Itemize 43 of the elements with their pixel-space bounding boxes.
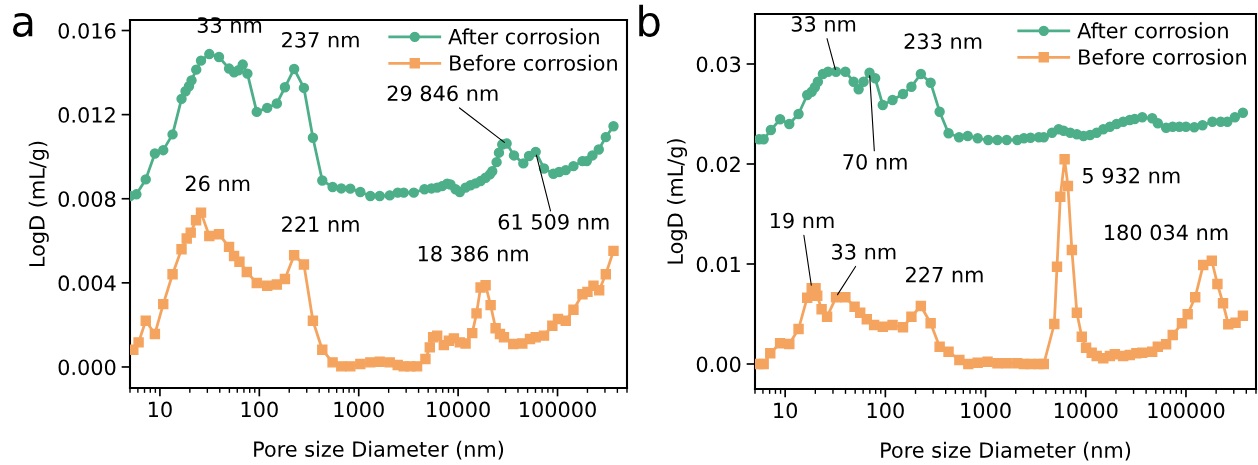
y-tick-label: 0.012 (58, 107, 115, 123)
annotation: 180 034 nm (1105, 224, 1228, 241)
x-tick-label: 10 (774, 402, 798, 419)
y-tick-label: 0.01 (696, 256, 740, 273)
x-tick-label: 1000 (961, 402, 1011, 419)
y-tick-label: 0.016 (58, 22, 116, 39)
x-tick-label: 10000 (427, 401, 490, 418)
y-axis-title: LogD (mL/g) (666, 139, 688, 264)
legend-label: Before corrosion (450, 54, 617, 71)
annotation: 70 nm (843, 153, 907, 170)
y-tick-label: 0.03 (696, 56, 741, 73)
annotation: 233 nm (904, 33, 982, 50)
x-tick-label: 1000 (334, 401, 384, 418)
legend-label: After corrosion (1077, 22, 1228, 39)
y-tick-label: 0.00 (696, 356, 741, 373)
annotation: 19 nm (770, 212, 834, 229)
annotation: 26 nm (185, 175, 250, 192)
annotation: 29 846 nm (387, 85, 498, 102)
y-tick-label: 0.004 (58, 275, 116, 292)
annotation: 61 509 nm (498, 213, 609, 230)
text: b (639, 4, 660, 37)
x-tick-label: 100 (241, 401, 278, 418)
y-tick-label: 0.000 (58, 359, 116, 376)
annotation: 237 nm (282, 31, 359, 48)
text: a (12, 12, 33, 37)
annotation: 33 nm (791, 16, 856, 32)
y-tick-label: 0.008 (58, 191, 116, 207)
x-axis-title: Pore size Diameter (nm) (881, 441, 1131, 461)
legend-label: Before corrosion (1079, 48, 1246, 65)
annotation: 227 nm (906, 266, 983, 283)
x-tick-label: 10000 (1054, 402, 1118, 419)
x-tick-label: 100000 (520, 401, 596, 418)
legend-label: After corrosion (448, 28, 599, 45)
x-tick-label: 10 (148, 401, 172, 418)
y-axis-title: LogD (mL/g) (28, 141, 49, 267)
x-tick-label: 100000 (1148, 402, 1225, 419)
x-axis-title: Pore size Diameter (nm) (254, 440, 504, 460)
annotation: 18 386 nm (418, 245, 528, 262)
annotation: 5 932 nm (1083, 167, 1180, 184)
x-tick-label: 100 (867, 402, 904, 419)
annotation: 33 nm (832, 243, 896, 260)
annotation: 221 nm (282, 216, 359, 232)
y-tick-label: 0.02 (696, 156, 740, 173)
